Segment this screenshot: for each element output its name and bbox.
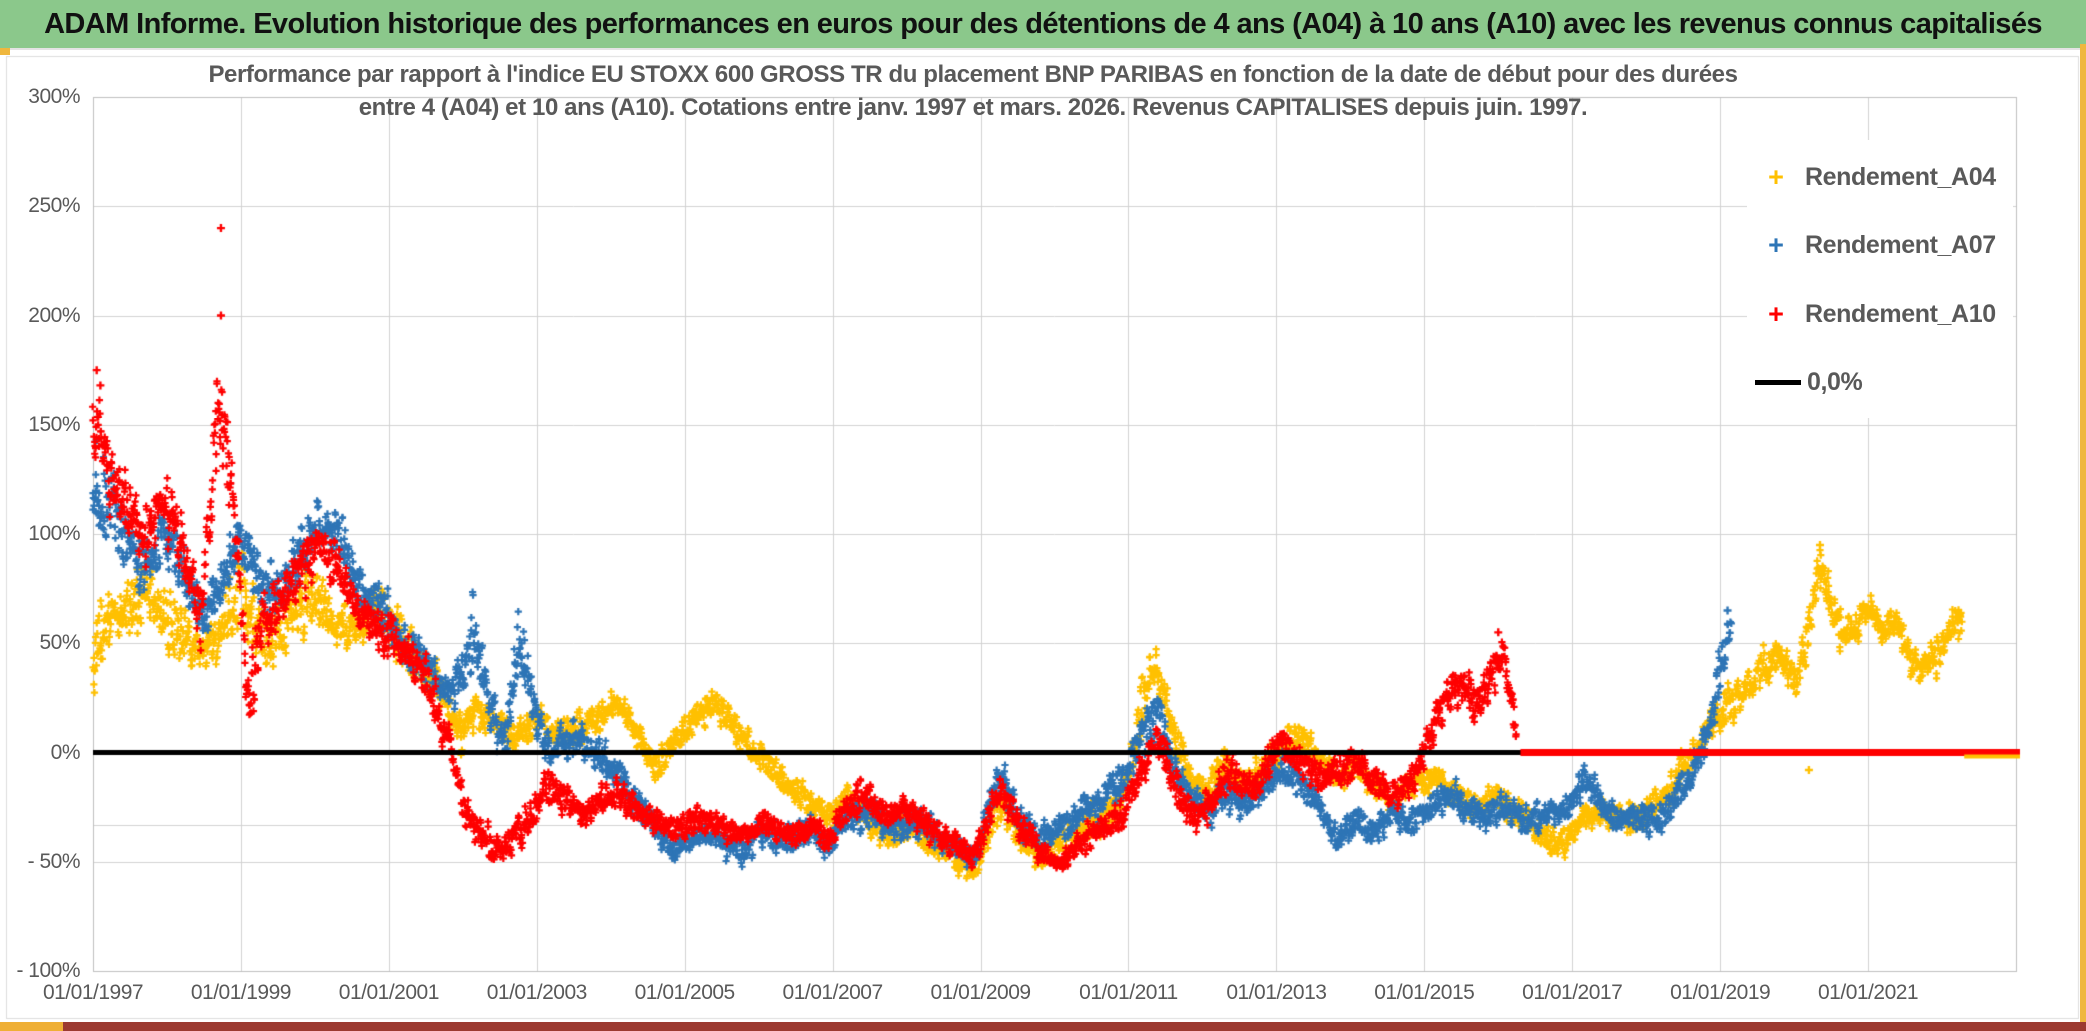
legend-label: Rendement_A04 [1805, 162, 1996, 191]
legend-label: 0,0% [1807, 368, 1863, 397]
x-axis-tick-label: 01/01/2017 [1522, 981, 1623, 1004]
x-axis-tick-label: 01/01/2021 [1818, 981, 1919, 1004]
legend-item-a10: + Rendement_A10 [1747, 285, 2013, 343]
y-axis-tick-label: 50% [39, 631, 80, 655]
chart-title: Performance par rapport à l'indice EU ST… [93, 58, 1853, 124]
x-axis-tick-label: 01/01/2015 [1374, 981, 1475, 1004]
x-axis-tick-label: 01/01/2011 [1079, 981, 1178, 1004]
x-axis-tick-label: 01/01/2003 [486, 981, 588, 1004]
legend: + Rendement_A04 + Rendement_A07 + Rendem… [1747, 140, 2013, 418]
x-axis-tick-label: 01/01/1997 [42, 981, 144, 1004]
legend-label: Rendement_A07 [1805, 231, 1996, 260]
y-axis-tick-label: - 50% [27, 849, 81, 873]
bottom-status-bar [0, 1022, 2086, 1031]
y-axis-tick-label: 200% [28, 303, 80, 327]
x-axis-tick-label: 01/01/2007 [782, 981, 884, 1004]
plus-marker-icon: + [1768, 298, 1784, 329]
y-axis-tick-label: 250% [28, 194, 80, 218]
legend-label: Rendement_A10 [1805, 299, 1996, 328]
x-axis-tick-label: 01/01/2019 [1670, 981, 1771, 1004]
x-axis-tick-label: 01/01/2013 [1226, 981, 1327, 1004]
black-line-icon [1755, 380, 1801, 386]
x-axis-tick-label: 01/01/1999 [190, 981, 292, 1004]
chart-title-line1: Performance par rapport à l'indice EU ST… [208, 61, 1738, 88]
bottom-gold-segment [0, 1022, 63, 1031]
plus-marker-icon: + [1768, 161, 1784, 192]
x-axis-tick-label: 01/01/2009 [930, 981, 1031, 1004]
x-axis-tick-label: 01/01/2001 [338, 981, 440, 1004]
plus-marker-icon: + [1768, 230, 1784, 261]
legend-item-a07: + Rendement_A07 [1747, 217, 2013, 275]
y-axis-tick-label: 0% [50, 740, 81, 764]
y-axis-tick-label: - 100% [16, 959, 80, 982]
y-axis-tick-label: 150% [28, 412, 80, 436]
x-axis-tick-label: 01/01/2005 [634, 981, 736, 1004]
legend-item-a04: + Rendement_A04 [1747, 148, 2013, 206]
y-axis-tick-label: 100% [28, 522, 80, 545]
legend-item-zero-line: 0,0% [1747, 354, 2013, 412]
chart-title-line2: entre 4 (A04) et 10 ans (A10). Cotations… [358, 94, 1588, 121]
y-axis-tick-label: 300% [28, 85, 80, 108]
